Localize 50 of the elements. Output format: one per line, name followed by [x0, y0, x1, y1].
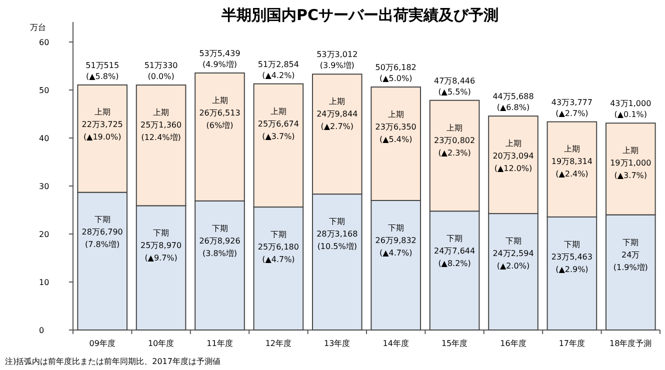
- total-label: 51万330 (0.0%): [144, 61, 178, 82]
- x-tick-label: 13年度: [324, 339, 350, 348]
- annotation: 下期 28万6,790 (7.8%増): [82, 215, 123, 250]
- y-tick-label: 30: [39, 182, 50, 191]
- annotation: 下期 26万8,926 (3.8%増): [199, 224, 240, 258]
- total-label: 47万8,446 (▲5.5%): [434, 76, 476, 96]
- x-tick-label: 11年度: [206, 339, 233, 348]
- annotation: 下期 25万8,970 (▲9.7%): [140, 228, 182, 263]
- annotation: 上期 23万6,350 (▲5.4%): [375, 110, 416, 144]
- x-tick-label: 16年度: [500, 339, 526, 348]
- annotation: 上期 20万3,094 (▲12.0%): [492, 138, 534, 173]
- x-tick-label: 12年度: [265, 339, 292, 348]
- x-tick-label: 09年度: [89, 339, 116, 348]
- total-label: 44万5,688 (▲6.8%): [492, 92, 534, 112]
- annotation: 下期 23万5,463 (▲2.9%): [551, 240, 592, 274]
- y-tick-label: 20: [39, 230, 50, 239]
- x-tick-label: 15年度: [441, 339, 468, 348]
- y-tick-label: 10: [39, 278, 50, 287]
- total-label: 43万3,777 (▲2.7%): [551, 98, 592, 118]
- annotation: 下期 26万9,832 (▲4.7%): [375, 223, 416, 258]
- total-label: 51万515 (▲5.8%): [86, 60, 120, 81]
- y-axis-title: 万台: [30, 23, 46, 32]
- x-tick-label: 17年度: [558, 339, 586, 348]
- total-label: 51万2,854 (▲4.2%): [258, 60, 299, 80]
- total-label: 53万5,439 (4.9%増): [199, 48, 240, 69]
- y-tick-label: 40: [39, 134, 50, 143]
- annotation: 下期 24万 (1.9%増): [613, 238, 648, 272]
- annotation: 上期 24万9,844 (▲2.7%): [316, 97, 358, 132]
- text: 注)括弧内は前年度比または前年同期比、2017年度は予測値: [5, 357, 220, 366]
- annotation: 上期 22万3,725 (▲19.0%): [82, 108, 123, 142]
- annotation: 下期 24万7,644 (▲8.2%): [434, 234, 476, 268]
- y-tick-label: 50: [39, 86, 50, 95]
- annotation: 下期 28万3,168 (10.5%増): [316, 217, 358, 252]
- x-tick-label: 18年度予測: [610, 339, 652, 348]
- annotation: 上期 26万6,513 (6%増): [199, 96, 240, 130]
- x-tick-label: 14年度: [382, 339, 409, 348]
- total-label: 43万1,000 (▲0.1%): [610, 99, 652, 120]
- chart-title: 半期別国内PCサーバー出荷実績及び予測: [220, 6, 499, 24]
- annotation: 上期 23万0,802 (▲2.3%): [434, 124, 476, 158]
- annotation: 下期 24万2,594 (▲2.0%): [492, 236, 534, 270]
- x-tick-label: 10年度: [148, 339, 174, 348]
- annotation: 下期 25万6,180 (▲4.7%): [258, 230, 299, 264]
- annotation: 上期 25万1,360 (12.4%増): [140, 108, 182, 142]
- annotation: 上期 25万6,674 (▲3.7%): [258, 106, 299, 141]
- y-tick-label: 60: [39, 38, 50, 47]
- annotation: 上期 19万1,000 (▲3.7%): [610, 146, 652, 180]
- annotation: 上期 19万8,314 (▲2.4%): [551, 144, 592, 179]
- total-label: 53万3,012 (3.9%増): [316, 50, 358, 70]
- y-tick-label: 0: [39, 326, 44, 335]
- total-label: 50万6,182 (▲5.0%): [375, 63, 416, 84]
